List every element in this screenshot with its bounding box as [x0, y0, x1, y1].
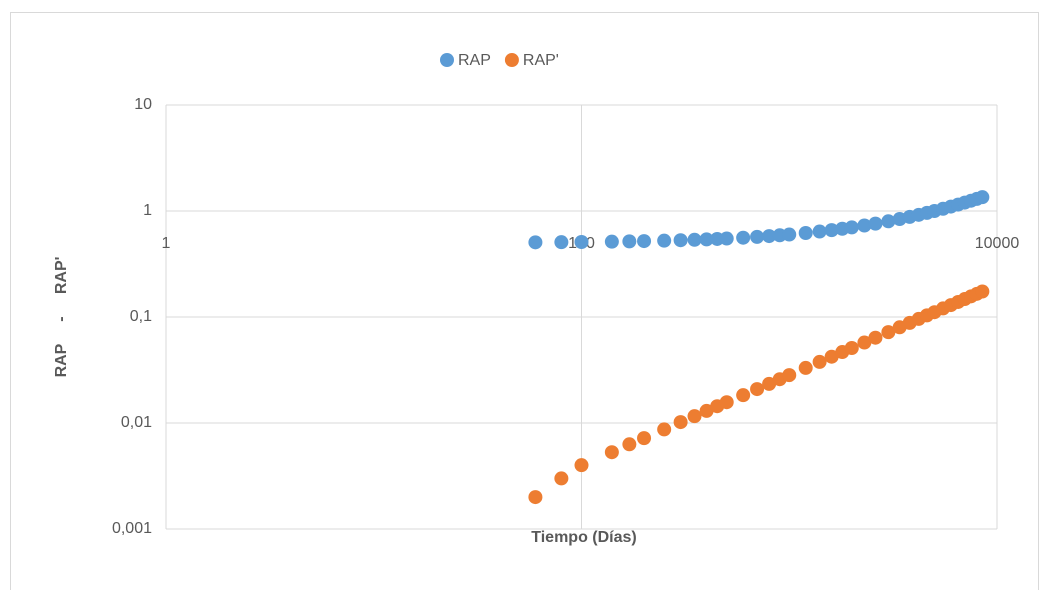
scatter-point — [687, 409, 702, 424]
y-tick-label: 0,01 — [121, 414, 152, 431]
scatter-point — [750, 382, 765, 397]
scatter-point — [687, 232, 702, 247]
scatter-point — [622, 234, 637, 249]
scatter-point — [881, 325, 896, 340]
scatter-point — [736, 230, 751, 245]
y-axis-title: RAP - RAP' — [53, 257, 70, 378]
scatter-point — [637, 234, 652, 249]
legend-label: RAP' — [523, 52, 559, 69]
y-tick-label: 1 — [143, 202, 152, 219]
scatter-point — [812, 224, 827, 239]
scatter-point — [574, 458, 589, 473]
scatter-point — [975, 190, 990, 205]
scatter-point — [604, 445, 619, 460]
scatter-point — [622, 437, 637, 452]
scatter-point — [881, 214, 896, 229]
scatter-point — [554, 471, 569, 486]
scatter-point — [657, 422, 672, 437]
y-tick-label: 10 — [134, 96, 152, 113]
scatter-point — [604, 234, 619, 249]
scatter-point — [528, 490, 543, 505]
scatter-point — [673, 415, 688, 430]
scatter-point — [574, 234, 589, 249]
scatter-point — [857, 218, 872, 233]
scatter-point — [657, 233, 672, 248]
scatter-point — [975, 284, 990, 299]
scatter-point — [844, 220, 859, 235]
chart-border — [10, 12, 1039, 590]
scatter-point — [637, 431, 652, 446]
legend-marker — [440, 53, 454, 67]
scatter-point — [554, 235, 569, 250]
scatter-point — [782, 368, 797, 383]
y-tick-label: 0,1 — [130, 308, 152, 325]
x-tick-label: 10000 — [975, 235, 1020, 252]
scatter-point — [798, 226, 813, 241]
scatter-point — [868, 216, 883, 231]
y-tick-label: 0,001 — [112, 520, 152, 537]
scatter-point — [699, 232, 714, 247]
scatter-point — [719, 231, 734, 246]
scatter-point — [673, 233, 688, 248]
scatter-point — [824, 223, 839, 238]
legend-label: RAP — [458, 52, 491, 69]
scatter-point — [736, 388, 751, 403]
scatter-point — [824, 349, 839, 364]
scatter-point — [719, 395, 734, 410]
scatter-point — [857, 335, 872, 350]
scatter-point — [699, 403, 714, 418]
x-axis-title: Tiempo (Días) — [531, 529, 637, 546]
scatter-point — [868, 330, 883, 345]
scatter-point — [762, 376, 777, 391]
scatter-point — [844, 340, 859, 355]
scatter-point — [798, 360, 813, 375]
scatter-point — [782, 227, 797, 242]
legend-marker — [504, 53, 519, 67]
scatter-point — [812, 354, 827, 369]
scatter-point — [762, 229, 777, 244]
scatter-point — [528, 235, 543, 250]
x-tick-label: 1 — [162, 235, 171, 252]
scatter-point — [750, 229, 765, 244]
